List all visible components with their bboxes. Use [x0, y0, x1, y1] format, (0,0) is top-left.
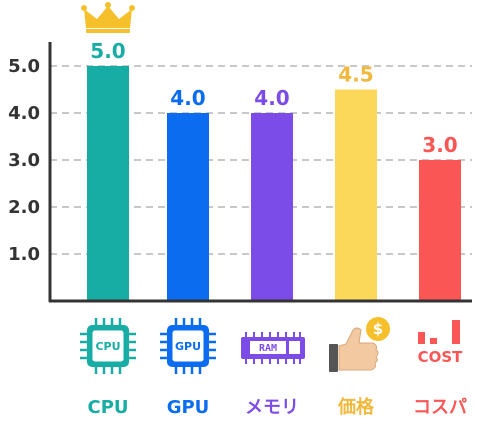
cost-bars-icon: COST	[418, 320, 464, 366]
gpu-chip-icon: GPU	[160, 318, 216, 374]
category-label: メモリ	[245, 397, 299, 418]
value-label: 3.0	[422, 133, 457, 157]
ram-module-icon: RAM	[241, 332, 305, 364]
y-tick-label: 1.0	[8, 244, 40, 265]
category-labels: CPU GPU メモリ 価格 コスパ	[87, 396, 467, 418]
y-tick-label: 5.0	[8, 56, 40, 77]
value-labels: 5.0 4.0 4.0 4.5 3.0	[90, 39, 457, 157]
category-label: コスパ	[413, 397, 467, 418]
gpu-icon-text: GPU	[175, 340, 201, 353]
bar	[251, 113, 293, 301]
ram-icon-text: RAM	[259, 343, 277, 354]
bar	[335, 89, 377, 301]
category-label: GPU	[167, 397, 210, 418]
value-label: 4.0	[254, 86, 289, 110]
y-tick-label: 4.0	[8, 103, 40, 124]
value-label: 5.0	[90, 39, 125, 63]
cpu-icon-text: CPU	[95, 340, 120, 353]
category-label: CPU	[87, 397, 128, 418]
y-tick-label: 2.0	[8, 197, 40, 218]
thumbs-up-dollar-icon: $	[329, 317, 390, 372]
cost-icon-text: COST	[418, 348, 464, 366]
bar	[87, 66, 129, 301]
value-label: 4.0	[170, 86, 205, 110]
bars	[87, 66, 461, 301]
dollar-sign: $	[373, 320, 383, 338]
cpu-chip-icon: CPU	[80, 318, 136, 374]
bar	[419, 160, 461, 301]
crown-icon	[81, 2, 135, 33]
category-label: 価格	[337, 396, 375, 418]
y-axis-ticks: 1.0 2.0 3.0 4.0 5.0	[8, 56, 40, 265]
value-label: 4.5	[338, 63, 373, 87]
bar	[167, 113, 209, 301]
y-tick-label: 3.0	[8, 150, 40, 171]
